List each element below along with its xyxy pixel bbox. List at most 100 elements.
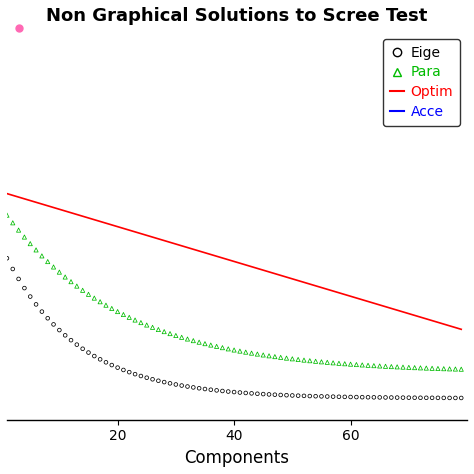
- Point: [225, 345, 232, 353]
- Point: [213, 387, 220, 394]
- Point: [399, 364, 407, 371]
- Point: [347, 393, 355, 401]
- Point: [341, 393, 348, 401]
- Point: [417, 364, 424, 372]
- Legend: Eige, Para, Optim, Acce: Eige, Para, Optim, Acce: [383, 39, 460, 126]
- Point: [399, 394, 407, 401]
- Point: [236, 389, 244, 396]
- X-axis label: Components: Components: [184, 449, 290, 467]
- Point: [254, 350, 261, 358]
- Point: [312, 392, 319, 400]
- Point: [428, 365, 436, 372]
- Point: [126, 314, 133, 321]
- Point: [73, 341, 81, 348]
- Point: [225, 388, 232, 395]
- Point: [283, 355, 290, 362]
- Point: [3, 211, 11, 219]
- Point: [277, 391, 284, 399]
- Point: [166, 380, 174, 387]
- Point: [376, 362, 383, 370]
- Point: [143, 374, 151, 382]
- Point: [289, 392, 296, 399]
- Point: [428, 394, 436, 401]
- Point: [417, 394, 424, 401]
- Point: [347, 360, 355, 368]
- Point: [341, 360, 348, 367]
- Point: [201, 385, 209, 393]
- Point: [230, 388, 238, 396]
- Point: [388, 394, 395, 401]
- Point: [195, 338, 203, 346]
- Point: [32, 246, 40, 254]
- Point: [353, 361, 360, 368]
- Point: [114, 308, 121, 315]
- Point: [201, 340, 209, 347]
- Point: [62, 331, 69, 339]
- Point: [248, 390, 255, 397]
- Point: [96, 298, 104, 306]
- Point: [312, 357, 319, 365]
- Point: [318, 392, 325, 400]
- Point: [27, 240, 34, 247]
- Point: [364, 362, 372, 369]
- Point: [55, 268, 63, 276]
- Title: Non Graphical Solutions to Scree Test: Non Graphical Solutions to Scree Test: [46, 7, 428, 25]
- Point: [335, 359, 343, 367]
- Point: [411, 394, 419, 401]
- Point: [277, 354, 284, 361]
- Point: [213, 343, 220, 350]
- Point: [236, 347, 244, 355]
- Point: [393, 363, 401, 371]
- Point: [102, 358, 110, 366]
- Point: [91, 352, 98, 360]
- Point: [108, 305, 116, 312]
- Point: [131, 316, 139, 324]
- Point: [440, 365, 447, 373]
- Point: [376, 393, 383, 401]
- Point: [230, 346, 238, 354]
- Point: [446, 394, 453, 401]
- Point: [131, 370, 139, 378]
- Point: [62, 273, 69, 281]
- Point: [73, 283, 81, 290]
- Point: [85, 349, 92, 356]
- Point: [21, 233, 28, 241]
- Point: [323, 393, 331, 401]
- Point: [67, 278, 75, 285]
- Point: [457, 365, 465, 373]
- Point: [102, 301, 110, 309]
- Point: [440, 394, 447, 401]
- Point: [283, 392, 290, 399]
- Point: [248, 349, 255, 357]
- Point: [265, 352, 273, 360]
- Point: [21, 284, 28, 292]
- Point: [382, 363, 389, 370]
- Point: [329, 359, 337, 366]
- Point: [160, 328, 168, 336]
- Point: [300, 356, 308, 364]
- Point: [422, 394, 430, 401]
- Point: [44, 258, 52, 265]
- Point: [119, 311, 127, 319]
- Point: [219, 387, 226, 395]
- Point: [137, 319, 145, 327]
- Point: [155, 326, 162, 333]
- Point: [393, 394, 401, 401]
- Point: [190, 337, 197, 345]
- Point: [242, 389, 249, 397]
- Point: [289, 355, 296, 363]
- Point: [335, 393, 343, 401]
- Point: [190, 383, 197, 391]
- Point: [9, 265, 17, 273]
- Point: [79, 345, 86, 353]
- Point: [85, 291, 92, 298]
- Point: [364, 393, 372, 401]
- Point: [3, 255, 11, 262]
- Point: [294, 356, 302, 363]
- Point: [422, 365, 430, 372]
- Point: [178, 382, 185, 389]
- Point: [155, 377, 162, 384]
- Point: [15, 275, 22, 283]
- Point: [108, 361, 116, 369]
- Point: [318, 358, 325, 365]
